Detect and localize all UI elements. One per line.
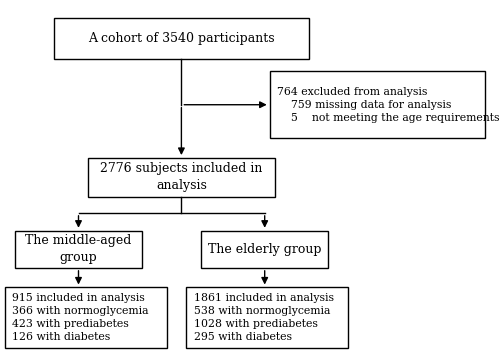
Text: 1861 included in analysis
538 with normoglycemia
1028 with prediabetes
295 with : 1861 included in analysis 538 with normo… bbox=[194, 293, 334, 342]
FancyBboxPatch shape bbox=[270, 71, 485, 138]
FancyBboxPatch shape bbox=[54, 18, 309, 59]
FancyBboxPatch shape bbox=[88, 158, 274, 197]
FancyBboxPatch shape bbox=[5, 287, 166, 348]
Text: The elderly group: The elderly group bbox=[208, 243, 322, 256]
Text: 2776 subjects included in
analysis: 2776 subjects included in analysis bbox=[100, 163, 262, 193]
Text: 915 included in analysis
366 with normoglycemia
423 with prediabetes
126 with di: 915 included in analysis 366 with normog… bbox=[12, 293, 149, 342]
Text: 764 excluded from analysis
    759 missing data for analysis
    5    not meetin: 764 excluded from analysis 759 missing d… bbox=[277, 87, 500, 123]
FancyBboxPatch shape bbox=[186, 287, 348, 348]
Text: The middle-aged
group: The middle-aged group bbox=[26, 234, 132, 264]
FancyBboxPatch shape bbox=[15, 231, 142, 268]
FancyBboxPatch shape bbox=[201, 231, 328, 268]
Text: A cohort of 3540 participants: A cohort of 3540 participants bbox=[88, 32, 274, 45]
